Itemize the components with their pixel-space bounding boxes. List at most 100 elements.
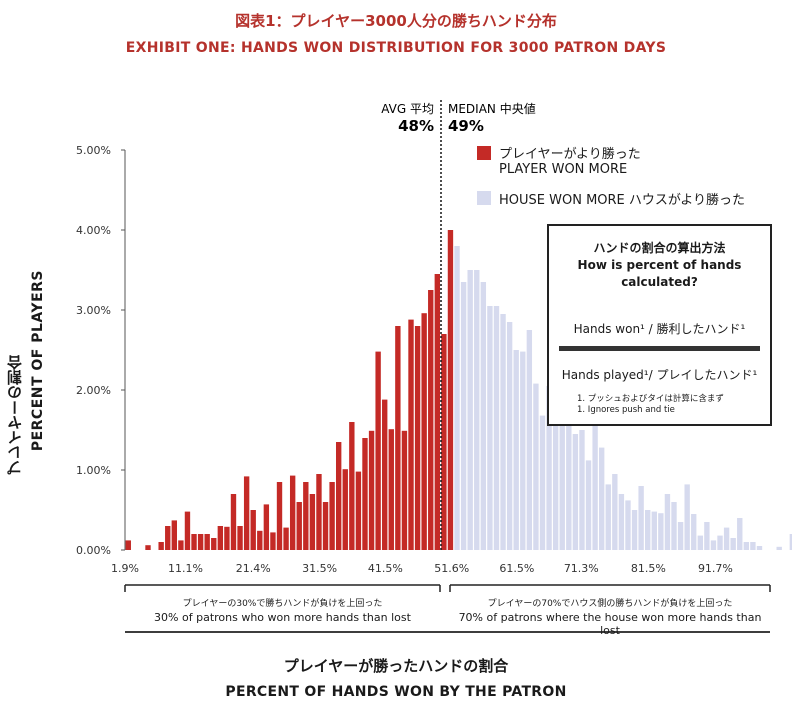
y-axis-label: PERCENT OF PLAYERS — [30, 270, 46, 452]
bar-house-won — [585, 460, 592, 550]
bar-player-won — [237, 526, 243, 550]
bar-house-won — [454, 246, 460, 550]
bar-player-won — [217, 526, 224, 550]
calc-note-en: 1. Ignores push and tie — [577, 405, 675, 415]
y-axis-label-jp: プレイヤーの割合 — [6, 355, 24, 475]
bar-player-won — [145, 545, 151, 550]
bar-player-won — [401, 430, 408, 550]
x-axis-ticks: 1.9% 11.1% 21.4% 31.5% 41.5% 51.6% 61.5% 71.3% 8… — [111, 562, 733, 575]
bar-house-won — [474, 270, 480, 550]
bar-house-won — [730, 538, 736, 550]
y-axis-ticks: 0.00% 1.00% 2.00% 3.00% 4.00% 5.00% — [76, 144, 125, 557]
y-tick-label: 3.00% — [76, 304, 111, 317]
x-tick-label: 71.3% — [564, 562, 599, 575]
bar-house-won — [552, 374, 559, 550]
bar-house-won — [691, 514, 697, 550]
calc-title-en-2: calculated? — [621, 275, 698, 289]
avg-label: AVG 平均 — [381, 102, 434, 116]
left-brace-label-en: 30% of patrons who won more hands than l… — [154, 611, 411, 624]
bar-player-won — [158, 542, 164, 550]
bar-house-won — [704, 522, 710, 550]
x-tick-label: 61.5% — [499, 562, 534, 575]
x-tick-label: 51.6% — [434, 562, 469, 575]
bar-house-won — [559, 398, 565, 550]
y-tick-label: 4.00% — [76, 224, 111, 237]
calc-numerator: Hands won¹ / 勝利したハンド¹ — [573, 322, 746, 336]
bar-player-won — [211, 538, 217, 550]
bar-house-won — [487, 306, 493, 550]
bar-player-won — [335, 442, 342, 550]
bar-player-won — [421, 313, 427, 550]
calculation-box: ハンドの割合の算出方法 How is percent of hands calc… — [547, 224, 772, 426]
bar-house-won — [737, 518, 743, 550]
x-tick-label: 21.4% — [236, 562, 271, 575]
bar-house-won — [467, 270, 473, 550]
bar-player-won — [441, 334, 447, 550]
bar-house-won — [493, 306, 500, 550]
x-axis-label: PERCENT OF HANDS WON BY THE PATRON — [225, 684, 567, 700]
x-tick-label: 1.9% — [111, 562, 139, 575]
bar-house-won — [710, 540, 717, 550]
bar-player-won — [355, 471, 362, 550]
bar-player-won — [257, 530, 263, 550]
bar-house-won — [625, 500, 631, 550]
bar-player-won — [316, 474, 322, 550]
bar-player-won — [428, 290, 434, 550]
calc-notes: 1. プッシュおよびタイは計算に含まず 1. Ignores push and … — [577, 394, 724, 416]
legend-swatch-player — [477, 146, 491, 160]
bar-house-won — [526, 330, 533, 550]
bar-house-won — [572, 434, 579, 550]
bar-player-won — [204, 534, 210, 550]
bar-house-won — [598, 447, 605, 550]
bar-house-won — [520, 351, 526, 550]
bar-house-won — [664, 494, 671, 550]
bar-player-won — [329, 482, 335, 550]
bar-player-won — [184, 511, 191, 550]
bar-house-won — [756, 546, 763, 550]
bar-player-won — [296, 502, 302, 550]
bar-house-won — [506, 322, 513, 550]
x-tick-label: 11.1% — [168, 562, 203, 575]
bar-house-won — [533, 383, 539, 550]
y-tick-label: 5.00% — [76, 144, 111, 157]
bar-player-won — [388, 429, 394, 550]
bar-house-won — [539, 415, 546, 550]
bar-player-won — [171, 520, 177, 550]
bar-house-won — [750, 542, 756, 550]
bar-player-won — [276, 482, 283, 550]
chart-subtitle: EXHIBIT ONE: HANDS WON DISTRIBUTION FOR … — [125, 40, 667, 56]
legend-label-player-jp: プレイヤーがより勝った — [499, 147, 641, 162]
bar-house-won — [645, 510, 651, 550]
bar-house-won — [513, 350, 519, 550]
bar-player-won — [408, 319, 414, 550]
bar-player-won — [362, 438, 368, 550]
chart-title: 図表1：プレイヤー3000人分の勝ちハンド分布 — [235, 12, 557, 30]
bar-player-won — [349, 422, 355, 550]
bar-player-won — [224, 526, 230, 550]
bar-player-won — [125, 540, 131, 550]
fraction-bar — [559, 346, 760, 351]
bar-house-won — [566, 386, 572, 550]
bar-house-won — [618, 494, 625, 550]
bar-player-won — [414, 326, 421, 550]
bar-player-won — [165, 526, 171, 550]
bar-house-won — [776, 546, 782, 550]
bar-player-won — [309, 494, 316, 550]
avg-value: 48% — [398, 117, 434, 135]
bar-player-won — [303, 482, 309, 550]
bar-house-won — [658, 513, 664, 550]
median-value: 49% — [448, 117, 484, 135]
bar-house-won — [684, 484, 690, 550]
bar-house-won — [717, 535, 723, 550]
bar-house-won — [592, 418, 598, 550]
calculation-box-title: ハンドの割合の算出方法 How is percent of hands calc… — [549, 240, 770, 291]
bar-player-won — [283, 527, 289, 550]
bar-player-won — [342, 469, 348, 550]
calc-title-jp: ハンドの割合の算出方法 — [593, 241, 726, 255]
bar-player-won — [270, 532, 276, 550]
x-tick-label: 41.5% — [368, 562, 403, 575]
right-brace-label-jp: プレイヤーの70%でハウス側の勝ちハンドが負けを上回った — [487, 599, 733, 609]
bar-player-won — [368, 430, 375, 550]
y-tick-label: 2.00% — [76, 384, 111, 397]
